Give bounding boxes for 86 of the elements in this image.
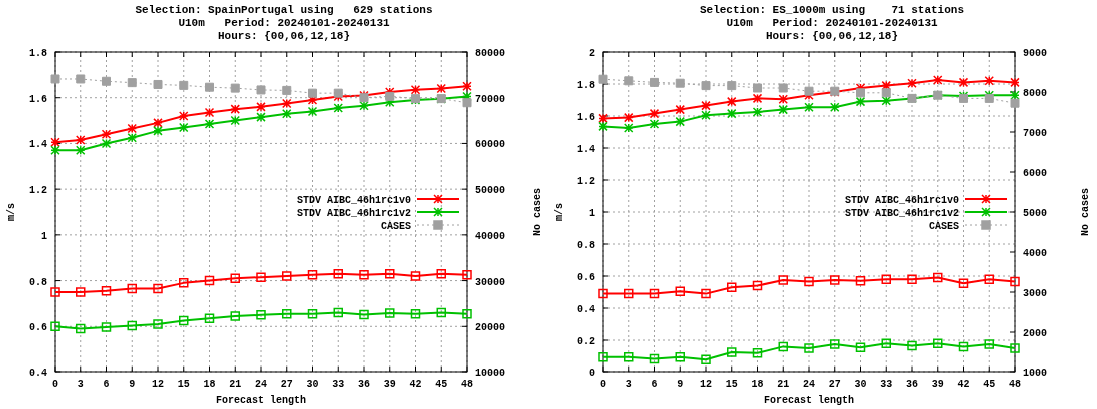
- y2-tick-label: 1000: [1023, 368, 1048, 379]
- x-tick-label: 30: [306, 379, 319, 390]
- y-tick-label: 1.8: [576, 80, 595, 91]
- x-tick-label: 18: [751, 379, 764, 390]
- x-tick-label: 0: [51, 379, 59, 390]
- chart-title: Selection: ES_1000m using 71 stations: [699, 4, 965, 16]
- legend-label: CASES: [380, 221, 411, 232]
- x-tick-label: 24: [254, 379, 268, 390]
- y2-tick-label: 4000: [1023, 248, 1048, 259]
- x-tick-label: 30: [854, 379, 867, 390]
- y2-axis-title: No cases: [532, 187, 543, 237]
- chart-title: Selection: SpainPortugal using 629 stations: [135, 4, 433, 16]
- x-tick-label: 21: [229, 379, 242, 390]
- y2-tick-label: 5000: [1023, 208, 1048, 219]
- x-axis-title: Forecast length: [215, 395, 307, 406]
- y-tick-label: 0.8: [576, 240, 595, 251]
- x-tick-label: 12: [151, 379, 165, 390]
- y2-tick-label: 30000: [475, 276, 506, 288]
- y-tick-label: 1.6: [576, 112, 595, 123]
- y-tick-label: 1.4: [28, 139, 47, 151]
- x-tick-label: 15: [177, 379, 190, 390]
- x-axis-title: Forecast length: [763, 395, 855, 406]
- x-tick-label: 48: [460, 379, 474, 390]
- legend-label: STDV AIBC_46h1rc1v2: [844, 208, 959, 219]
- y-tick-label: 2: [588, 48, 595, 59]
- y-tick-label: 0.6: [28, 322, 47, 334]
- x-tick-label: 0: [599, 379, 607, 390]
- x-tick-label: 21: [777, 379, 790, 390]
- y2-tick-label: 6000: [1023, 168, 1048, 179]
- legend-label: STDV AIBC_46h1rc1v2: [296, 208, 411, 219]
- y-tick-label: 1.2: [28, 185, 47, 197]
- x-tick-label: 45: [983, 379, 996, 390]
- y-tick-label: 1: [588, 208, 595, 219]
- y2-tick-label: 70000: [475, 93, 506, 105]
- y-axis-title: m/s: [554, 202, 565, 222]
- y2-tick-label: 10000: [475, 368, 506, 379]
- y-tick-label: 0.6: [576, 272, 595, 283]
- legend-label: STDV AIBC_46h1rc1v0: [296, 195, 411, 206]
- x-tick-label: 9: [129, 379, 136, 390]
- x-tick-label: 6: [651, 379, 658, 390]
- y2-axis-title: No cases: [1080, 187, 1091, 237]
- x-tick-label: 27: [828, 379, 841, 390]
- y2-tick-label: 7000: [1023, 128, 1048, 139]
- chart-subtitle: U10m Period: 20240101-20240131 Hours: {00,06,12,18}: [726, 17, 939, 42]
- x-tick-label: 48: [1008, 379, 1022, 390]
- x-tick-label: 33: [332, 379, 345, 390]
- x-tick-label: 39: [931, 379, 944, 390]
- chart-subtitle: U10m Period: 20240101-20240131 Hours: {00,06,12,18}: [178, 17, 391, 42]
- x-tick-label: 36: [905, 379, 919, 390]
- x-tick-label: 24: [802, 379, 816, 390]
- y-tick-label: 0.4: [576, 304, 595, 315]
- y-tick-label: 0.4: [28, 368, 47, 379]
- y2-tick-label: 40000: [475, 230, 506, 242]
- x-tick-label: 3: [625, 379, 632, 390]
- y-tick-label: 0.2: [576, 336, 595, 347]
- y-tick-label: 1.8: [28, 48, 47, 59]
- y2-tick-label: 80000: [475, 48, 506, 59]
- y-tick-label: 1.4: [576, 144, 595, 155]
- x-tick-label: 3: [77, 379, 84, 390]
- x-tick-label: 45: [435, 379, 448, 390]
- y2-tick-label: 60000: [475, 139, 506, 151]
- x-tick-label: 27: [280, 379, 293, 390]
- legend-label: CASES: [928, 221, 959, 232]
- y-tick-label: 0.8: [28, 276, 47, 288]
- y-axis-title: m/s: [6, 202, 17, 222]
- y2-tick-label: 8000: [1023, 88, 1048, 99]
- y2-tick-label: 50000: [475, 185, 506, 197]
- y-tick-label: 1.2: [576, 176, 595, 187]
- x-tick-label: 6: [103, 379, 110, 390]
- y2-tick-label: 3000: [1023, 288, 1048, 299]
- x-tick-label: 18: [203, 379, 216, 390]
- y2-tick-label: 9000: [1023, 48, 1048, 59]
- x-tick-label: 42: [957, 379, 970, 390]
- x-tick-label: 12: [699, 379, 713, 390]
- legend-label: STDV AIBC_46h1rc1v0: [844, 195, 959, 206]
- y-tick-label: 0: [588, 368, 595, 379]
- x-tick-label: 33: [880, 379, 893, 390]
- x-tick-label: 15: [725, 379, 738, 390]
- y2-tick-label: 2000: [1023, 328, 1048, 339]
- y-tick-label: 1.6: [28, 93, 47, 105]
- x-tick-label: 42: [409, 379, 422, 390]
- x-tick-label: 36: [357, 379, 371, 390]
- x-tick-label: 9: [677, 379, 684, 390]
- y2-tick-label: 20000: [475, 322, 506, 334]
- y-tick-label: 1: [40, 230, 47, 242]
- x-tick-label: 39: [383, 379, 396, 390]
